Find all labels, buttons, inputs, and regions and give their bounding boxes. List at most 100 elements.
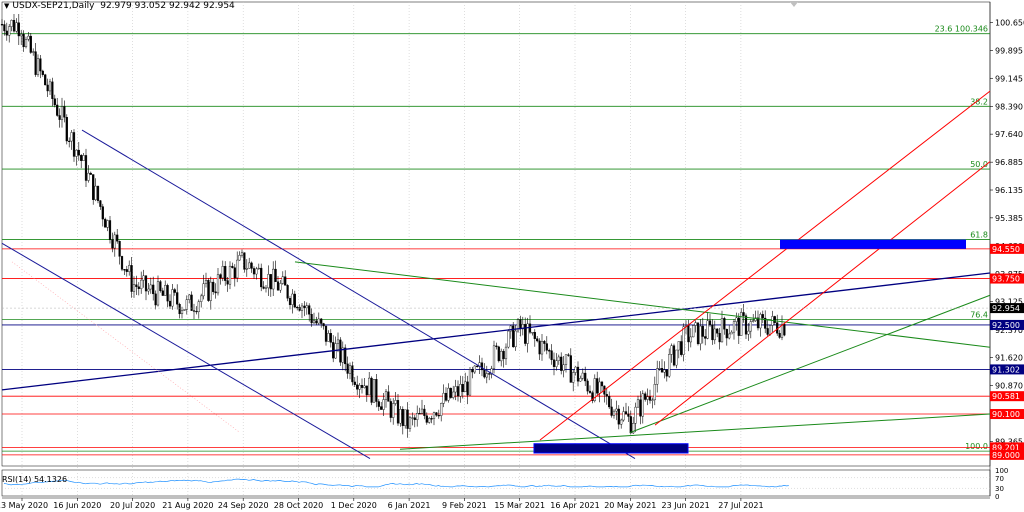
candle-up <box>699 325 702 345</box>
candle-up <box>780 324 784 338</box>
candle-down <box>495 345 498 348</box>
candle-up <box>216 274 220 294</box>
candle-up <box>200 295 203 302</box>
candle-down <box>159 281 162 291</box>
candle-up <box>768 325 772 335</box>
level-price-label: 91.302 <box>992 365 1020 374</box>
candle-up <box>382 399 385 410</box>
candle-down <box>476 365 479 367</box>
candle-down <box>116 234 119 242</box>
candle-up <box>180 310 184 315</box>
candle-down <box>152 284 155 295</box>
candle-up <box>459 383 462 397</box>
candle-up <box>612 410 616 416</box>
candle-down <box>166 285 169 302</box>
candle-down <box>380 406 383 410</box>
candle-down <box>356 384 359 390</box>
symbol-menu-icon[interactable]: ▼ <box>4 2 10 10</box>
candle-up <box>593 378 596 401</box>
candle-down <box>413 417 416 420</box>
candle-down <box>512 325 515 348</box>
candle-down <box>756 317 760 329</box>
candle-up <box>82 155 85 161</box>
candle-down <box>488 373 491 375</box>
fib-level-label: 50.0 <box>970 160 988 169</box>
scroll-marker-icon <box>790 2 798 7</box>
candle-up <box>245 268 248 270</box>
candle-down <box>497 346 500 362</box>
candle-down <box>308 305 311 315</box>
candle-up <box>20 33 23 37</box>
candle-up <box>428 418 431 423</box>
rsi-tick-label: 70 <box>995 475 1004 483</box>
candle-down <box>96 185 100 201</box>
candle-up <box>747 330 750 335</box>
x-tick-label: 16 Apr 2021 <box>550 501 599 510</box>
candle-down <box>629 416 632 434</box>
candle-down <box>3 24 6 32</box>
candle-down <box>63 106 66 118</box>
candle-down <box>34 51 37 75</box>
candle-down <box>260 267 263 288</box>
candle-down <box>783 324 786 336</box>
x-tick-label: 20 Jul 2020 <box>110 501 155 510</box>
candle-down <box>456 386 460 397</box>
candle-up <box>500 350 503 362</box>
candle-down <box>608 396 611 408</box>
candle-down <box>569 355 572 383</box>
candle-down <box>144 275 148 292</box>
candle-up <box>70 132 73 142</box>
candle-down <box>276 281 280 291</box>
candle-down <box>461 383 464 393</box>
candle-up <box>516 319 520 332</box>
candle-up <box>473 365 476 373</box>
candle-up <box>732 321 736 333</box>
candle-up <box>574 366 577 373</box>
candle-down <box>435 412 438 416</box>
level-price-tag <box>990 391 1024 402</box>
candle-down <box>423 408 426 416</box>
candle-down <box>161 290 164 296</box>
level-price-label: 89.201 <box>992 443 1020 452</box>
candle-up <box>504 346 508 360</box>
candle-down <box>207 280 210 301</box>
candle-down <box>65 117 68 142</box>
symbol-title: ▼ USDX-SEP21,Daily 92.979 93.052 92.942 9… <box>4 1 235 11</box>
candle-down <box>567 354 570 356</box>
candle-down <box>596 378 599 394</box>
candle-up <box>238 255 241 261</box>
candle-down <box>80 155 83 161</box>
candle-up <box>264 287 268 289</box>
candle-up <box>440 403 443 416</box>
candle-up <box>312 320 316 324</box>
y-tick-label: 92.370 <box>995 326 1023 335</box>
rsi-label: RSI(14) 54.1326 <box>2 475 68 484</box>
candle-down <box>560 356 563 371</box>
candle-up <box>531 332 534 334</box>
candle-down <box>296 306 299 309</box>
candle-down <box>44 74 47 86</box>
candle-up <box>384 391 388 400</box>
candle-down <box>120 256 124 270</box>
candle-up <box>509 325 512 332</box>
candle-down <box>339 339 342 363</box>
candle-up <box>183 309 186 311</box>
candle-up <box>279 283 282 291</box>
candle-down <box>548 350 551 352</box>
symbol-name: USDX-SEP21,Daily <box>12 1 95 11</box>
candle-down <box>761 314 764 319</box>
candle-up <box>140 279 143 289</box>
candle-up <box>713 328 716 341</box>
candle-up <box>358 384 361 390</box>
candle-up <box>240 252 244 256</box>
candle-up <box>564 354 568 366</box>
candle-down <box>737 317 740 336</box>
candle-up <box>348 365 352 374</box>
candle-down <box>84 155 88 181</box>
x-tick-label: 21 Aug 2020 <box>162 501 213 510</box>
fib-level-label: 76.4 <box>970 310 988 319</box>
candle-down <box>46 84 49 92</box>
candle-down <box>53 98 56 106</box>
